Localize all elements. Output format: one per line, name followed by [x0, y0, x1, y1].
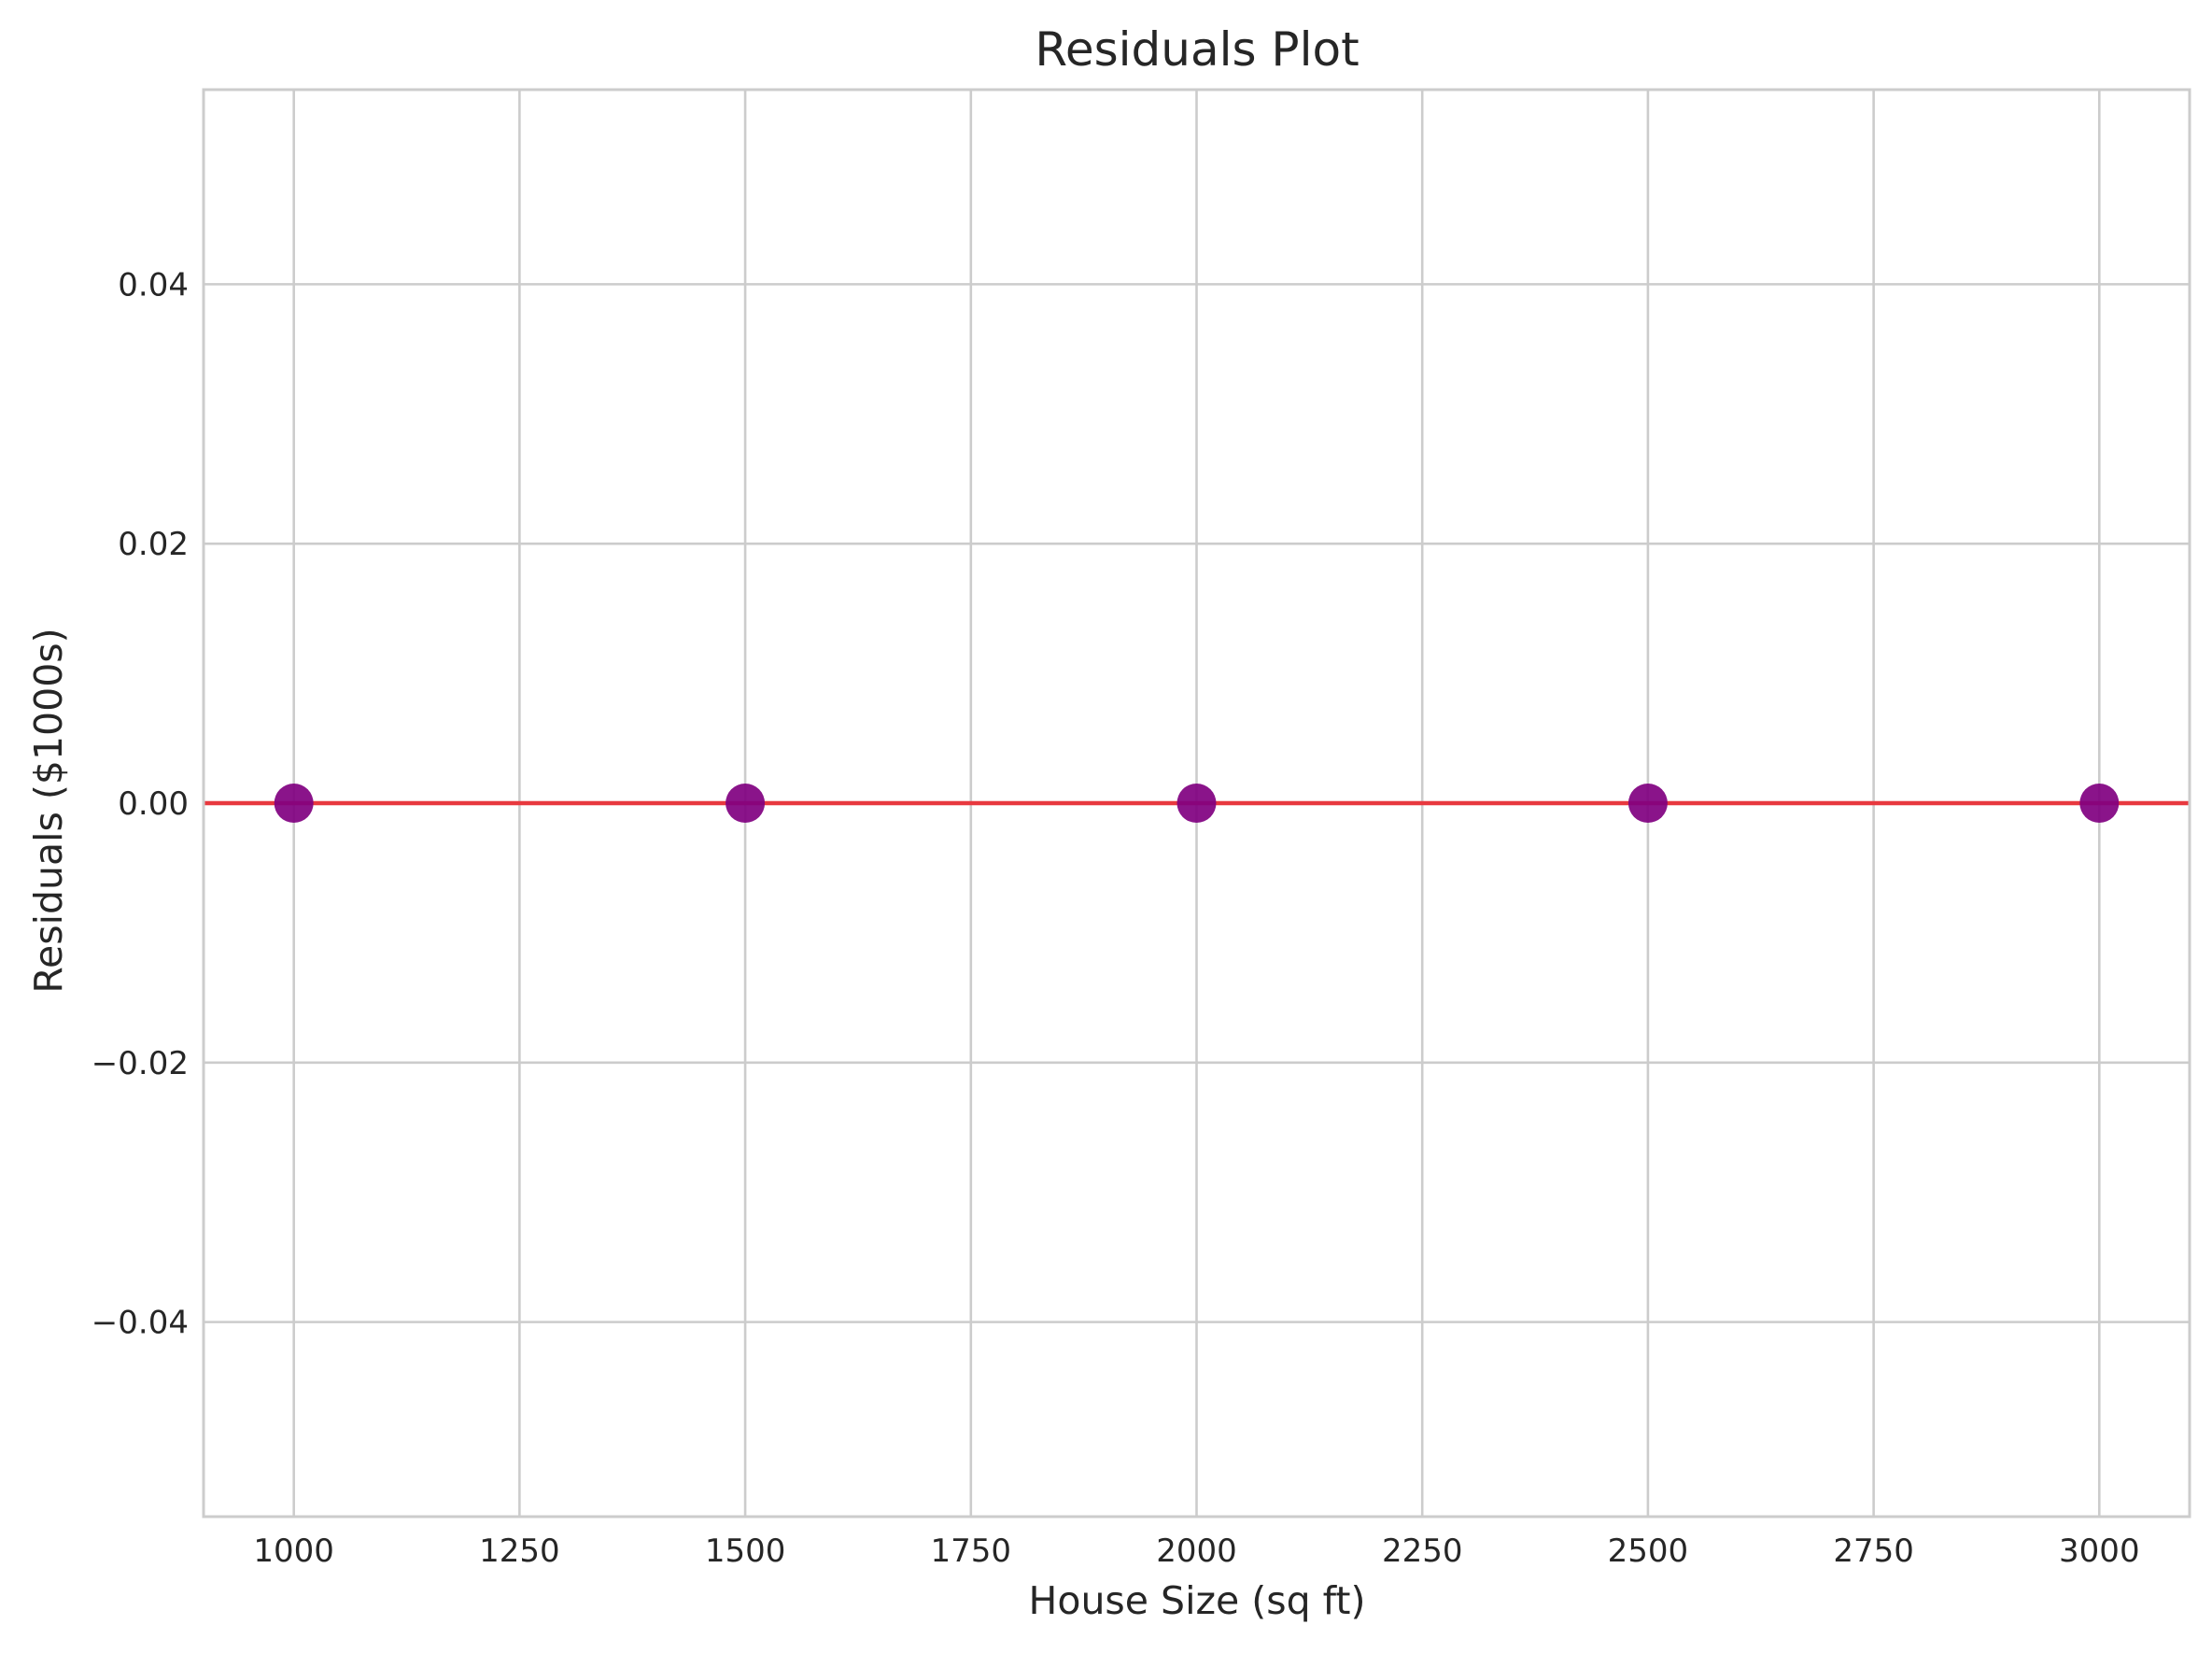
x-tick-label-4: 2000 — [1156, 1533, 1237, 1570]
data-point-4 — [2079, 784, 2120, 823]
x-axis-label: House Size (sq ft) — [1029, 1578, 1366, 1623]
data-point-3 — [1627, 784, 1668, 823]
y-tick-labels: 0.04 0.02 0.00 −0.02 −0.04 — [92, 266, 189, 1341]
axes-frame — [202, 88, 2191, 1519]
y-tick-label-1: 0.02 — [118, 526, 189, 563]
x-tick-label-1: 1250 — [479, 1533, 560, 1570]
x-tick-label-2: 1500 — [705, 1533, 786, 1570]
chart-title: Residuals Plot — [1035, 22, 1359, 77]
y-axis-label: Residuals ($1000s) — [26, 628, 71, 993]
x-tick-label-7: 2750 — [1833, 1533, 1914, 1570]
data-point-2 — [1176, 784, 1217, 823]
y-tick-label-3: −0.02 — [92, 1045, 189, 1082]
y-tick-label-4: −0.04 — [92, 1305, 189, 1342]
y-tick-label-0: 0.04 — [118, 266, 189, 304]
x-tick-label-5: 2250 — [1382, 1533, 1463, 1570]
data-point-0 — [274, 784, 314, 823]
x-tick-label-6: 2500 — [1608, 1533, 1689, 1570]
x-tick-label-0: 1000 — [253, 1533, 334, 1570]
y-tick-label-2: 0.00 — [118, 785, 189, 823]
data-point-1 — [726, 784, 766, 823]
x-tick-label-3: 1750 — [931, 1533, 1012, 1570]
plot-border — [202, 88, 2191, 1519]
data-points — [274, 784, 2120, 823]
x-tick-labels: 1000 1250 1500 1750 2000 2250 2500 2750 3000 — [253, 1533, 2139, 1570]
x-tick-label-8: 3000 — [2059, 1533, 2140, 1570]
